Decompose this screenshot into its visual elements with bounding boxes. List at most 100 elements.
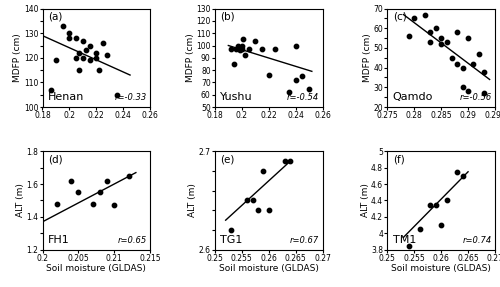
Text: Qamdo: Qamdo (392, 92, 433, 102)
Text: TM1: TM1 (392, 235, 416, 245)
Point (79, 38, 87, 43)
Point (96, 190, 104, 195)
Point (103, 179, 111, 183)
Point (86, 58, 94, 63)
Point (454, 170, 462, 174)
Point (243, 198, 251, 203)
Text: r=0.74: r=0.74 (462, 236, 492, 245)
X-axis label: Soil moisture (GLDAS): Soil moisture (GLDAS) (219, 264, 318, 273)
Point (86, 43, 94, 48)
Point (232, 47, 240, 51)
Point (437, 42, 445, 46)
Point (239, 37, 247, 42)
Y-axis label: MDFP (cm): MDFP (cm) (363, 33, 372, 82)
Point (79, 55, 87, 60)
Point (292, 43, 300, 48)
Point (410, 16, 418, 21)
Y-axis label: MDFP (cm): MDFP (cm) (186, 33, 195, 82)
X-axis label: Soil moisture (GLDAS): Soil moisture (GLDAS) (46, 264, 146, 273)
Point (464, 89, 472, 94)
Point (103, 53, 111, 58)
Point (58, 24, 66, 28)
Point (470, 61, 478, 66)
Point (437, 36, 445, 40)
Text: FH1: FH1 (48, 235, 70, 245)
Point (75, 51, 83, 55)
Point (99, 41, 107, 45)
Point (458, 174, 466, 178)
Point (89, 201, 97, 206)
Point (475, 52, 483, 56)
Point (72, 36, 80, 40)
Text: (b): (b) (220, 11, 235, 22)
Point (281, 159, 289, 163)
Point (405, 244, 413, 249)
Point (95, 68, 103, 72)
Text: TG1: TG1 (220, 235, 242, 245)
Text: (c): (c) (392, 11, 406, 22)
Point (260, 169, 268, 173)
Text: r=-0.56: r=-0.56 (460, 93, 492, 102)
X-axis label: Soil moisture (GLDAS): Soil moisture (GLDAS) (391, 264, 491, 273)
Point (265, 208, 273, 213)
Point (110, 203, 118, 208)
Point (285, 90, 293, 94)
Text: r=-0.33: r=-0.33 (115, 93, 147, 102)
Y-axis label: MDFP (cm): MDFP (cm) (14, 33, 22, 82)
Point (92, 51, 100, 55)
Point (248, 198, 256, 203)
Point (464, 36, 472, 40)
Point (480, 91, 488, 96)
Point (238, 43, 246, 48)
Point (454, 30, 462, 34)
Point (124, 174, 132, 178)
Point (458, 65, 466, 70)
Point (252, 38, 260, 43)
Point (458, 85, 466, 90)
Point (240, 53, 248, 58)
Point (235, 47, 243, 51)
Point (66, 31, 74, 36)
Point (305, 86, 313, 91)
Point (74, 190, 82, 195)
Text: r=-0.54: r=-0.54 (287, 93, 320, 102)
Point (292, 78, 300, 82)
Point (82, 48, 90, 53)
Point (227, 228, 235, 232)
Point (421, 12, 429, 17)
Y-axis label: ALT (m): ALT (m) (16, 184, 25, 218)
Point (442, 198, 450, 203)
Point (272, 47, 280, 51)
Point (448, 55, 456, 60)
Text: Henan: Henan (48, 92, 84, 102)
Point (437, 223, 445, 227)
Text: (f): (f) (392, 154, 404, 164)
Point (442, 40, 450, 44)
Point (432, 202, 440, 207)
Point (244, 47, 252, 51)
Point (298, 74, 306, 79)
Y-axis label: ALT (m): ALT (m) (188, 184, 198, 218)
Point (238, 47, 246, 51)
Point (92, 55, 100, 60)
Text: r=0.65: r=0.65 (118, 236, 147, 245)
Point (227, 47, 235, 51)
Point (254, 208, 262, 213)
Point (236, 48, 244, 53)
Text: (a): (a) (48, 11, 62, 22)
Point (432, 26, 440, 31)
Point (53, 201, 61, 206)
Point (66, 36, 74, 40)
Point (264, 73, 272, 77)
Text: (e): (e) (220, 154, 234, 164)
Point (72, 55, 80, 60)
Text: (d): (d) (48, 154, 62, 164)
Point (67, 179, 75, 183)
Point (405, 34, 413, 38)
Point (52, 58, 60, 63)
Text: Yushu: Yushu (220, 92, 253, 102)
Point (426, 40, 434, 44)
Point (426, 30, 434, 34)
Point (230, 62, 237, 66)
Point (454, 61, 462, 66)
